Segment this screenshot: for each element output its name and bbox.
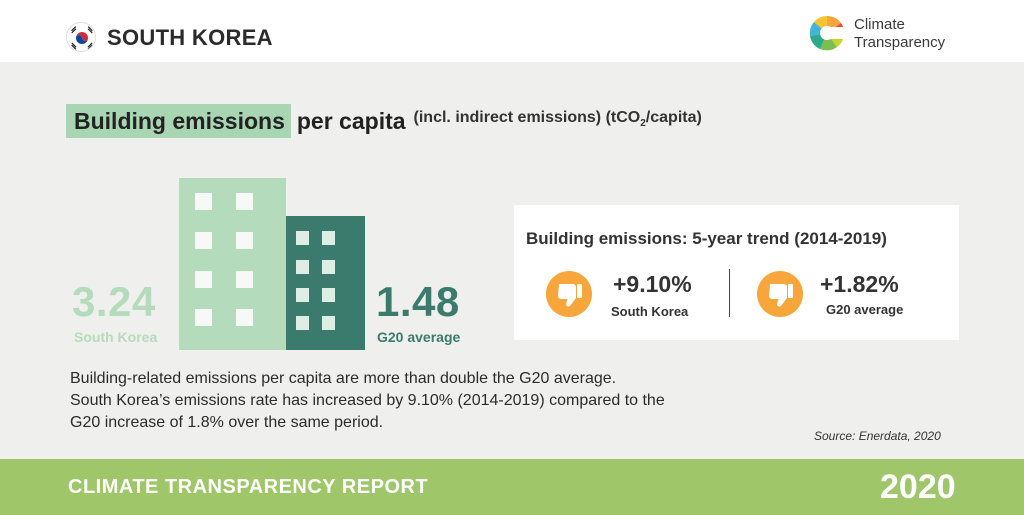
trend-title: Building emissions: 5-year trend (2014-2… [526, 229, 887, 248]
window [322, 288, 335, 302]
title-sub-suffix: /capita) [645, 108, 702, 126]
title-highlight: Building emissions [66, 104, 291, 138]
country-name: SOUTH KOREA [107, 25, 273, 50]
title-sub-prefix: (incl. indirect emissions) (tCO [413, 108, 641, 126]
trend-value-south-korea: +9.10% [613, 271, 692, 297]
window [195, 271, 212, 288]
window [322, 316, 335, 330]
climate-transparency-logo-icon [808, 14, 846, 52]
description: Building-related emissions per capita ar… [70, 368, 770, 434]
south-korea-flag-icon [66, 22, 96, 52]
window [236, 309, 253, 326]
window [236, 232, 253, 249]
south-korea-label: South Korea [74, 329, 158, 345]
window [195, 309, 212, 326]
trend-card: Building emissions: 5-year trend (2014-2… [514, 205, 959, 340]
footer-year: 2020 [880, 468, 956, 506]
window [195, 232, 212, 249]
thumbs-down-icon [757, 271, 803, 317]
trend-label-g20: G20 average [826, 302, 904, 317]
south-korea-value: 3.24 [72, 278, 156, 325]
g20-building-icon [286, 216, 365, 350]
page-title: Building emissions per capita (incl. ind… [66, 104, 702, 138]
description-line-2: South Korea’s emissions rate has increas… [70, 392, 665, 409]
trend-label-south-korea: South Korea [611, 304, 689, 319]
window [236, 271, 253, 288]
window [296, 288, 309, 302]
thumbs-down-icon [546, 271, 592, 317]
logo-line-1: Climate [854, 16, 905, 33]
south-korea-building-icon [179, 178, 286, 350]
source-note: Source: Enerdata, 2020 [814, 429, 941, 443]
window [296, 231, 309, 245]
footer-bar: CLIMATE TRANSPARENCY REPORT 2020 [0, 459, 1024, 515]
title-subtitle: (incl. indirect emissions) (tCO2/capita) [414, 103, 702, 139]
logo-line-2: Transparency [854, 34, 946, 51]
window [322, 260, 335, 274]
window [322, 231, 335, 245]
description-line-1: Building-related emissions per capita ar… [70, 370, 617, 387]
window [236, 193, 253, 210]
window [296, 260, 309, 274]
divider [729, 269, 730, 317]
logo-text: Climate Transparency [854, 16, 945, 52]
footer-report-title: CLIMATE TRANSPARENCY REPORT [68, 476, 429, 498]
header-bar: SOUTH KOREA Climate Transparency [0, 0, 1024, 62]
g20-value: 1.48 [376, 278, 460, 325]
window [195, 193, 212, 210]
title-sub-subscript: 2 [640, 118, 646, 130]
description-line-3: G20 increase of 1.8% over the same perio… [70, 414, 384, 431]
trend-value-g20: +1.82% [820, 271, 899, 297]
g20-label: G20 average [377, 329, 461, 345]
title-rest: per capita [296, 108, 406, 134]
window [296, 316, 309, 330]
